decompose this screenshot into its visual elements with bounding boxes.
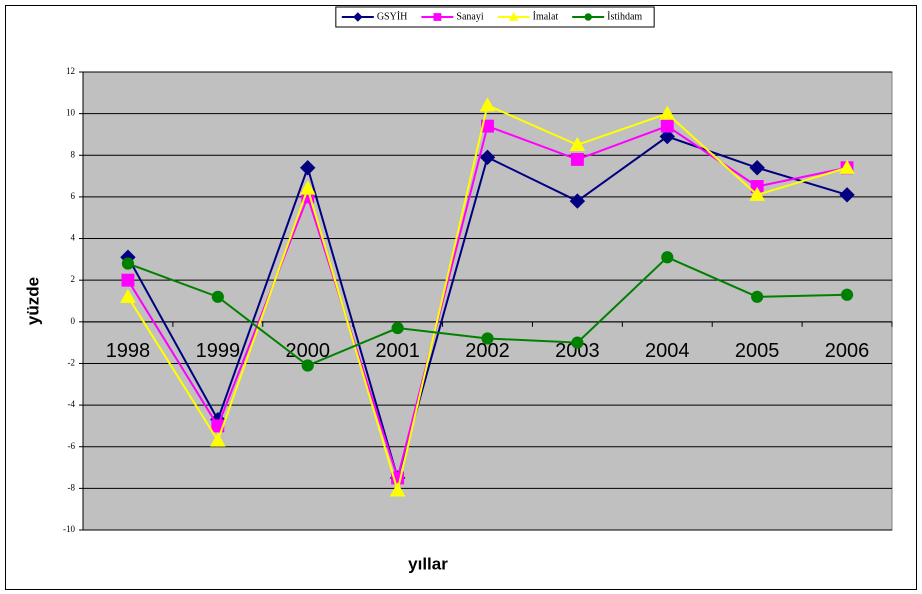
legend-label: Sanayi <box>456 11 483 22</box>
y-tick-label: 12 <box>66 66 75 76</box>
marker <box>569 193 586 209</box>
y-tick-label: 4 <box>71 233 76 243</box>
legend-item: Sanayi <box>421 11 484 22</box>
marker <box>570 152 584 166</box>
marker <box>120 288 136 303</box>
x-axis-title: yıllar <box>408 554 448 573</box>
marker <box>840 288 854 301</box>
legend-item: İmalat <box>497 10 559 22</box>
x-tick-label: 1998 <box>106 340 151 362</box>
x-tick-label: 2004 <box>645 340 690 362</box>
y-tick-label: 0 <box>71 316 76 326</box>
marker <box>571 336 584 349</box>
marker <box>839 159 855 174</box>
marker <box>433 13 442 21</box>
plot-area <box>82 71 893 531</box>
x-tick-label: 2006 <box>825 340 870 362</box>
marker <box>481 119 494 133</box>
marker <box>209 432 226 447</box>
marker <box>751 290 764 303</box>
marker <box>659 128 675 145</box>
marker <box>301 359 314 372</box>
legend-label: GSYİH <box>377 10 408 22</box>
marker <box>391 321 404 335</box>
marker <box>479 97 496 112</box>
y-tick-label: 2 <box>71 274 76 284</box>
legend-label: İmalat <box>533 10 559 22</box>
marker <box>569 136 586 151</box>
x-tick-label: 2001 <box>375 340 420 362</box>
y-axis-title: yüzde <box>23 277 42 325</box>
y-tick-label: 10 <box>66 108 76 118</box>
legend-label: İstihdam <box>607 10 642 22</box>
marker <box>121 273 135 287</box>
y-tick-label: -4 <box>68 399 76 409</box>
y-tick-label: 6 <box>71 191 76 201</box>
marker <box>839 187 855 203</box>
marker <box>660 119 674 133</box>
legend: GSYİH Sanayi İmalat İstihdam <box>335 6 655 28</box>
legend-item: İstihdam <box>572 10 642 22</box>
y-tick-label: -10 <box>63 524 75 534</box>
x-tick-label: 1999 <box>196 340 241 362</box>
marker <box>481 332 494 345</box>
marker <box>299 180 316 195</box>
y-tick-label: -8 <box>68 482 76 492</box>
y-tick-label: -6 <box>68 441 76 451</box>
marker <box>749 186 766 201</box>
legend-item: GSYİH <box>341 10 408 22</box>
x-tick-label: 2002 <box>465 340 510 362</box>
marker <box>508 11 519 21</box>
x-tick-label: 2003 <box>555 340 600 362</box>
marker <box>661 251 674 264</box>
y-tick-label: 8 <box>71 149 76 159</box>
marker <box>584 13 592 21</box>
marker <box>479 149 496 166</box>
marker <box>300 160 316 176</box>
legend-box <box>335 6 655 28</box>
marker <box>211 290 224 303</box>
marker <box>353 12 363 22</box>
marker <box>659 105 676 120</box>
x-tick-label: 2005 <box>735 340 780 362</box>
marker <box>121 257 135 270</box>
marker <box>749 160 765 176</box>
marker <box>389 482 406 497</box>
y-tick-label: -2 <box>68 358 76 368</box>
